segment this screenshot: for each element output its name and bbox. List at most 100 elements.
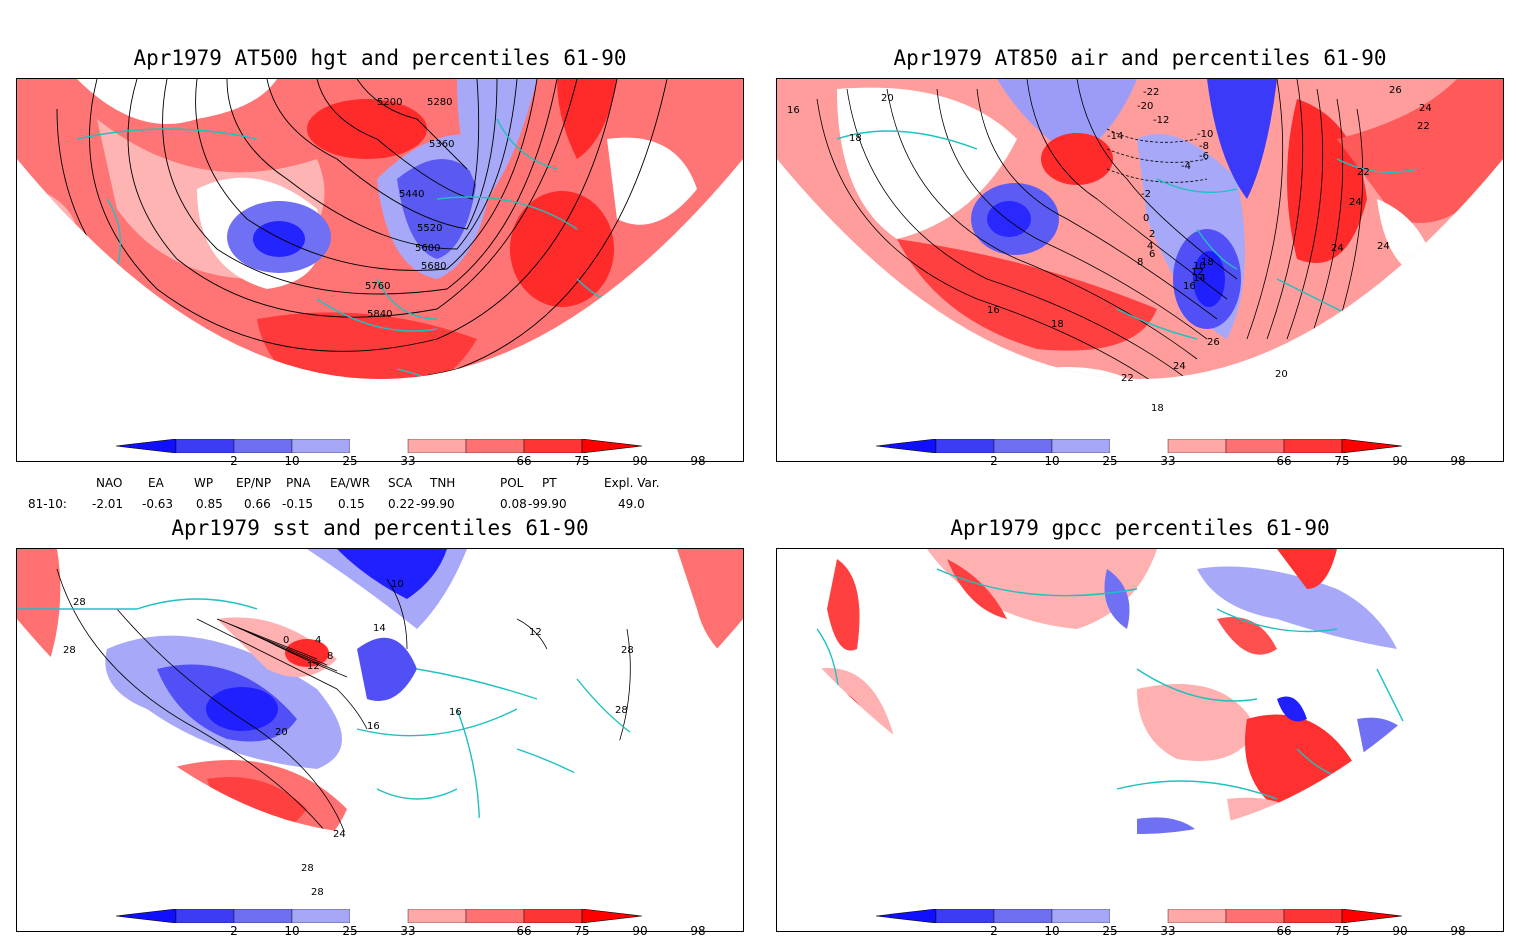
colorbar-arrow-low <box>116 909 177 923</box>
contour-label: 22 <box>1417 121 1430 132</box>
colorbar-tick-label: 90 <box>1392 454 1408 468</box>
colorbar-tick-label: 10 <box>284 454 300 468</box>
contour-label: 24 <box>1331 243 1344 254</box>
contour-label: 18 <box>1051 319 1064 330</box>
contour-label: -8 <box>1199 141 1209 152</box>
contour-label: 16 <box>367 721 380 732</box>
contour-label: -14 <box>1107 131 1123 142</box>
contour-label: 0 <box>1143 213 1149 224</box>
colorbar-arrow-low <box>876 909 937 923</box>
colorbar-1: 2 10 25 33 66 75 90 98 <box>116 439 706 469</box>
colorbar-tick-label: 10 <box>1044 454 1060 468</box>
colorbar-tick-label: 66 <box>1276 454 1292 468</box>
colorbar-segment <box>407 439 467 453</box>
colorbar-segment <box>465 909 525 923</box>
contour-label: 5840 <box>367 309 392 320</box>
contour-label: 24 <box>1349 197 1362 208</box>
contour-label: 20 <box>275 727 288 738</box>
colorbar-segment <box>233 439 293 453</box>
colorbar-segment <box>1167 439 1227 453</box>
contour-label: 5200 <box>377 97 402 108</box>
colorbar-tick-label: 33 <box>1160 454 1176 468</box>
colorbar-segment <box>1051 909 1111 923</box>
contour-label: 12 <box>1191 267 1204 278</box>
colorbar-segment <box>291 909 351 923</box>
colorbar-tick-label: 90 <box>632 924 648 938</box>
contour-label: 18 <box>849 133 862 144</box>
panel-title-gpcc: Apr1979 gpcc percentiles 61-90 <box>950 516 1330 540</box>
contour-label: 22 <box>1357 167 1370 178</box>
colorbar-tick-label: 75 <box>1334 454 1350 468</box>
colorbar-tick-label: 2 <box>990 454 998 468</box>
contour-label: 16 <box>449 707 462 718</box>
colorbar-tick-label: 90 <box>632 454 648 468</box>
contour-label: 10 <box>391 579 404 590</box>
contour-label: 8 <box>1137 257 1143 268</box>
contour-label: 5360 <box>429 139 454 150</box>
contour-label: -6 <box>1199 151 1209 162</box>
contour-label: 18 <box>1151 403 1164 414</box>
colorbar-segment <box>935 439 995 453</box>
colorbar-tick-label: 90 <box>1392 924 1408 938</box>
map-air850: 16 18 20 26 24 22 -22 -20 -14 -12 -10 -8… <box>776 78 1504 462</box>
contour-label: 6 <box>1149 249 1155 260</box>
contour-label: -4 <box>1181 161 1191 172</box>
map-hgt500: 5200 5280 5360 5440 5520 5600 5680 5760 … <box>16 78 744 462</box>
contour-label: -10 <box>1197 129 1213 140</box>
contour-label: 26 <box>1207 337 1220 348</box>
colorbar-tick-label: 25 <box>342 454 358 468</box>
contour-label: 2 <box>1149 229 1155 240</box>
contour-label: 16 <box>987 305 1000 316</box>
contour-label: 26 <box>1389 85 1402 96</box>
colorbar-segment <box>465 439 525 453</box>
colorbar-segment <box>1051 439 1111 453</box>
colorbar-tick-label: 25 <box>342 924 358 938</box>
colorbar-segment <box>407 909 467 923</box>
colorbar-tick-label: 98 <box>1450 924 1466 938</box>
colorbar-tick-label: 25 <box>1102 924 1118 938</box>
contour-label: 4 <box>315 635 321 646</box>
panel-title-hgt500: Apr1979 AT500 hgt and percentiles 61-90 <box>133 46 627 70</box>
colorbar-tick-label: 10 <box>284 924 300 938</box>
colorbar-segment <box>1110 909 1168 923</box>
colorbar-segment <box>350 439 408 453</box>
colorbar-4: 2 10 25 33 66 75 90 98 <box>876 909 1466 939</box>
colorbar-tick-label: 66 <box>516 454 532 468</box>
colorbar-arrow-high <box>581 439 642 453</box>
contour-label: 0 <box>283 635 289 646</box>
contour-label: 24 <box>1173 361 1186 372</box>
colorbar-segment <box>935 909 995 923</box>
colorbar-segment <box>993 439 1053 453</box>
contour-label: 28 <box>621 645 634 656</box>
contour-label: 20 <box>1275 369 1288 380</box>
contour-label: 5520 <box>417 223 442 234</box>
contour-label: 5280 <box>427 97 452 108</box>
contour-label: 12 <box>529 627 542 638</box>
contour-label: 8 <box>327 651 333 662</box>
colorbar-segment <box>1225 439 1285 453</box>
colorbar-tick-label: 75 <box>574 924 590 938</box>
contour-label: 4 <box>1147 241 1153 252</box>
colorbar-tick-label: 98 <box>1450 454 1466 468</box>
colorbar-tick-label: 2 <box>230 924 238 938</box>
colorbar-segment <box>291 439 351 453</box>
colorbar-segment <box>175 909 235 923</box>
colorbar-arrow-low <box>876 439 937 453</box>
colorbar-tick-label: 33 <box>400 454 416 468</box>
contour-label: 5440 <box>399 189 424 200</box>
colorbar-segment <box>523 909 583 923</box>
contour-label: -20 <box>1137 101 1153 112</box>
contour-label: 18 <box>1201 257 1214 268</box>
panel-title-sst: Apr1979 sst and percentiles 61-90 <box>171 516 589 540</box>
colorbar-tick-label: 33 <box>400 924 416 938</box>
colorbar-segment <box>1167 909 1227 923</box>
colorbar-tick-label: 33 <box>1160 924 1176 938</box>
colorbar-tick-label: 98 <box>690 454 706 468</box>
colorbar-tick-label: 25 <box>1102 454 1118 468</box>
contour-label: 24 <box>333 829 346 840</box>
colorbar-segment <box>523 439 583 453</box>
contour-label: -2 <box>1141 189 1151 200</box>
contour-label: 28 <box>615 705 628 716</box>
colorbar-segment <box>175 439 235 453</box>
contour-label: 28 <box>311 887 324 898</box>
